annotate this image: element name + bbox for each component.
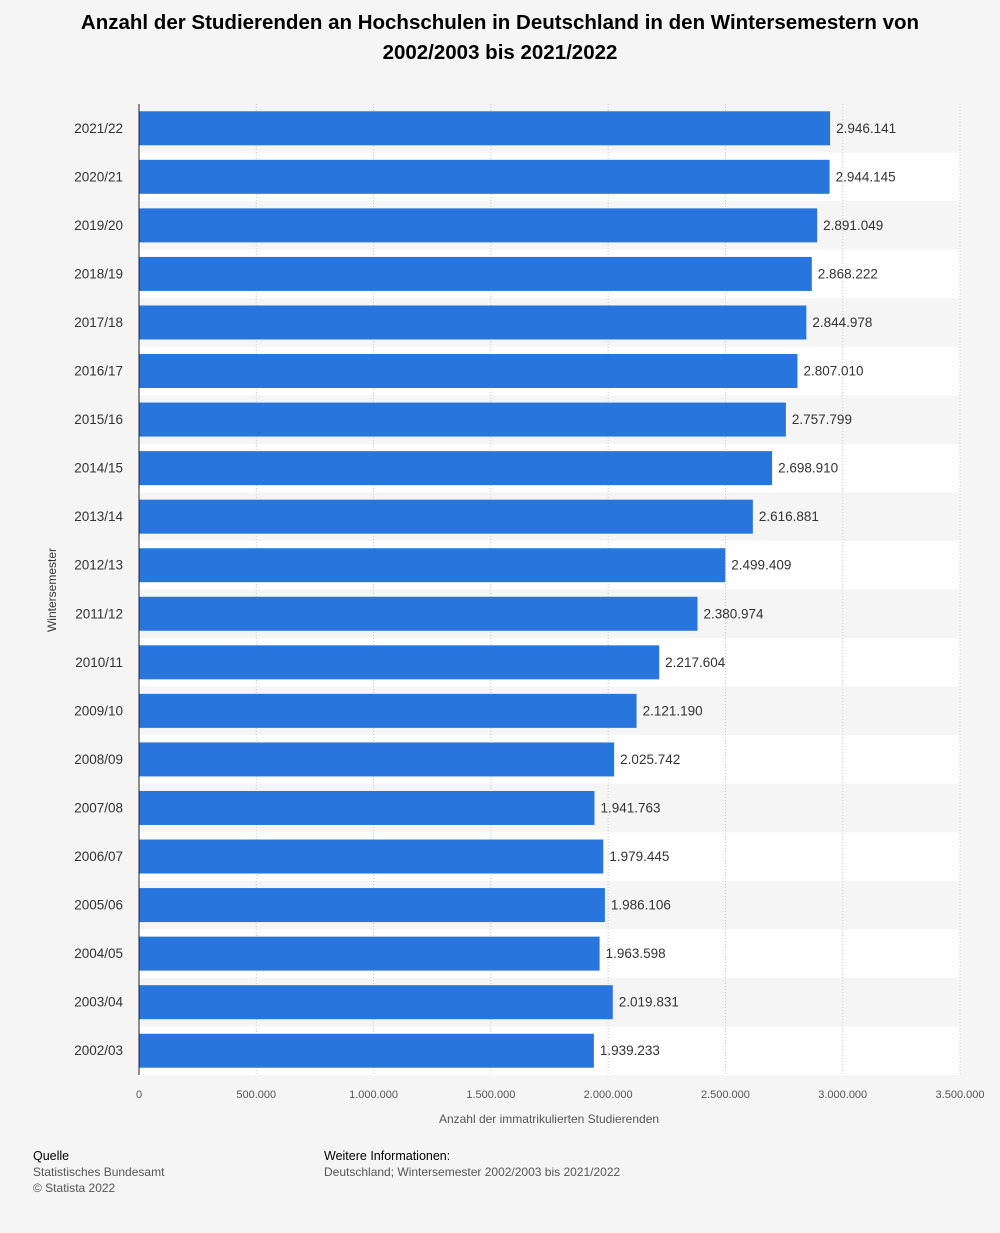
bar: [139, 888, 605, 923]
value-label: 1.963.598: [606, 946, 666, 961]
bar: [139, 111, 831, 146]
value-label: 2.121.190: [643, 703, 703, 718]
y-tick-label: 2005/06: [74, 898, 123, 913]
value-label: 2.844.978: [812, 315, 872, 330]
x-tick-label: 500.000: [236, 1089, 276, 1101]
copyright: © Statista 2022: [33, 1181, 116, 1195]
x-tick-label: 3.000.000: [818, 1089, 867, 1101]
value-label: 2.698.910: [778, 461, 838, 476]
value-label: 2.025.742: [620, 752, 680, 767]
y-tick-label: 2011/12: [75, 606, 123, 621]
value-label: 1.941.763: [600, 800, 660, 815]
value-label: 2.807.010: [803, 364, 863, 379]
bar: [139, 499, 753, 534]
bar: [139, 936, 600, 971]
bar: [139, 596, 698, 631]
bar: [139, 305, 807, 340]
bar: [139, 985, 613, 1020]
value-label: 2.499.409: [731, 558, 791, 573]
y-tick-label: 2006/07: [74, 849, 123, 864]
source-name: Statistisches Bundesamt: [33, 1165, 165, 1179]
bar: [139, 693, 637, 728]
value-labels: 2.946.141 2.944.145 2.891.049 2.868.222 2.84…: [600, 121, 896, 1058]
x-tick-label: 2.500.000: [701, 1089, 750, 1101]
bar: [139, 1033, 594, 1068]
y-tick-label: 2007/08: [74, 800, 123, 815]
value-label: 2.380.974: [704, 606, 765, 621]
bar: [139, 548, 726, 583]
bar: [139, 790, 595, 825]
y-tick-labels: 2021/22 2020/21 2019/20 2018/19 2017/18 2016/…: [74, 121, 123, 1058]
info-heading: Weitere Informationen:: [324, 1149, 451, 1163]
value-label: 1.979.445: [609, 849, 669, 864]
y-tick-label: 2014/15: [74, 461, 123, 476]
chart-title: Anzahl der Studierenden an Hochschulen i…: [80, 11, 920, 64]
bar: [139, 645, 660, 680]
y-tick-label: 2003/04: [74, 995, 123, 1010]
y-tick-label: 2008/09: [74, 752, 123, 767]
y-tick-label: 2015/16: [74, 412, 123, 427]
bar: [139, 742, 615, 777]
source-block: Quelle Statistisches Bundesamt © Statist…: [33, 1148, 164, 1196]
x-tick-labels: 0 500.000 1.000.000 1.500.000 2.000.000 2.500…: [136, 1089, 985, 1101]
x-tick-label: 1.000.000: [349, 1089, 398, 1101]
y-tick-label: 2004/05: [74, 946, 123, 961]
y-tick-label: 2020/21: [74, 169, 123, 184]
bar: [139, 839, 604, 874]
value-label: 2.217.604: [665, 655, 726, 670]
bar: [139, 354, 798, 389]
value-label: 2.757.799: [792, 412, 852, 427]
source-heading: Quelle: [33, 1149, 70, 1163]
x-tick-label: 0: [136, 1089, 142, 1101]
bar-chart: 2021/22 2020/21 2019/20 2018/19 2017/18 2016/…: [45, 104, 985, 1126]
y-tick-label: 2002/03: [74, 1043, 123, 1058]
x-axis-title: Anzahl der immatrikulierten Studierenden: [439, 1112, 659, 1126]
y-tick-label: 2010/11: [75, 655, 123, 670]
x-tick-label: 3.500.000: [936, 1089, 985, 1101]
y-tick-label: 2018/19: [74, 266, 123, 281]
bar: [139, 159, 830, 194]
y-tick-label: 2013/14: [74, 509, 123, 524]
info-block: Weitere Informationen: Deutschland; Wint…: [324, 1148, 620, 1180]
value-label: 2.616.881: [759, 509, 819, 524]
y-tick-label: 2017/18: [74, 315, 123, 330]
value-label: 2.944.145: [836, 169, 896, 184]
bar: [139, 208, 818, 243]
value-label: 2.868.222: [818, 266, 878, 281]
value-label: 1.939.233: [600, 1043, 660, 1058]
x-tick-label: 2.000.000: [584, 1089, 633, 1101]
y-tick-label: 2021/22: [74, 121, 123, 136]
y-tick-label: 2009/10: [74, 703, 123, 718]
y-axis-title: Wintersemester: [45, 548, 59, 632]
y-tick-label: 2016/17: [74, 364, 123, 379]
y-tick-label: 2019/20: [74, 218, 123, 233]
value-label: 2.946.141: [836, 121, 896, 136]
bar: [139, 256, 812, 291]
bars: [139, 111, 831, 1068]
value-label: 1.986.106: [611, 898, 671, 913]
value-label: 2.891.049: [823, 218, 883, 233]
x-tick-label: 1.500.000: [466, 1089, 515, 1101]
info-text: Deutschland; Wintersemester 2002/2003 bi…: [324, 1165, 621, 1179]
value-label: 2.019.831: [619, 995, 679, 1010]
bar: [139, 451, 773, 486]
bar: [139, 402, 786, 437]
y-tick-label: 2012/13: [74, 558, 123, 573]
